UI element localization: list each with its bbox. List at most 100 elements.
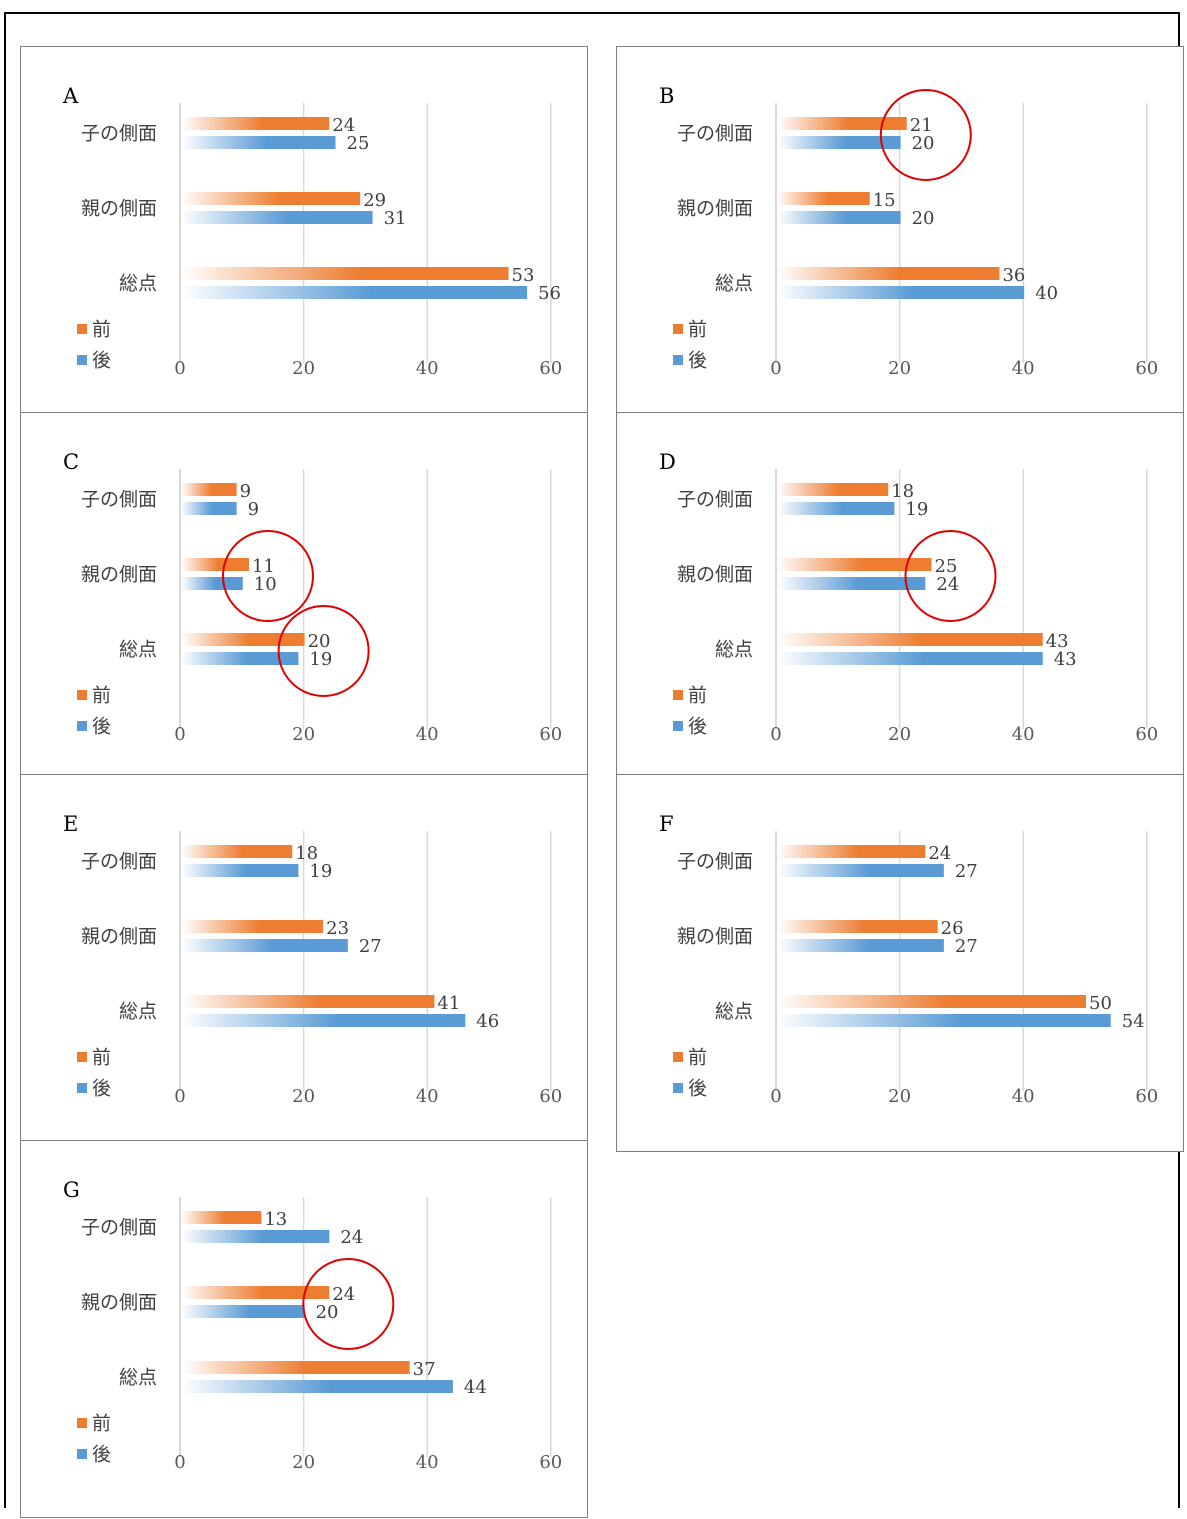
highlight-circle xyxy=(302,1258,395,1350)
x-tick-label: 0 xyxy=(174,1086,185,1107)
bar-after xyxy=(777,652,1043,665)
category-label: 子の側面 xyxy=(81,851,157,873)
x-tick-label: 20 xyxy=(888,1086,911,1107)
highlight-circle xyxy=(277,605,370,697)
bar-before xyxy=(777,995,1086,1008)
data-label-before: 43 xyxy=(1046,631,1069,652)
data-label-before: 29 xyxy=(363,190,386,211)
legend-label-before: 前 xyxy=(688,685,707,707)
chart-panel-d: D 0 20 40 60 子の側面 18 19 親の側面 25 24 総点 43 43 前後 xyxy=(616,412,1184,790)
category-label: 総点 xyxy=(715,639,753,661)
x-tick-label: 20 xyxy=(888,358,911,379)
legend-swatch-before xyxy=(673,1052,683,1062)
legend-swatch-after xyxy=(77,721,87,731)
legend-label-before: 前 xyxy=(92,1047,111,1069)
data-label-before: 9 xyxy=(240,481,251,502)
category-label: 子の側面 xyxy=(677,123,753,145)
chart-panel-a: A 0 20 40 60 子の側面 24 25 親の側面 29 31 総点 53 56 前後 xyxy=(20,46,588,424)
data-label-after: 20 xyxy=(912,208,935,229)
bar-after xyxy=(777,286,1025,299)
x-tick-label: 0 xyxy=(174,1452,185,1473)
bar-after xyxy=(181,502,237,515)
data-label-before: 13 xyxy=(264,1209,287,1230)
bar-after xyxy=(777,502,895,515)
category-label: 総点 xyxy=(715,1001,753,1023)
bar-before xyxy=(777,845,926,858)
category-label: 親の側面 xyxy=(81,1292,157,1314)
x-tick-label: 40 xyxy=(1012,358,1035,379)
x-tick-label: 40 xyxy=(416,724,439,745)
category-label: 総点 xyxy=(119,1001,157,1023)
legend-swatch-after xyxy=(673,355,683,365)
bar-before xyxy=(777,920,938,933)
category-label: 総点 xyxy=(715,273,753,295)
category-label: 子の側面 xyxy=(81,1217,157,1239)
x-tick-label: 40 xyxy=(1012,1086,1035,1107)
x-tick-label: 20 xyxy=(888,724,911,745)
legend-label-after: 後 xyxy=(688,1078,707,1100)
bar-before xyxy=(777,267,1000,280)
data-label-after: 31 xyxy=(384,208,407,229)
highlight-circle xyxy=(221,530,314,622)
data-label-before: 25 xyxy=(935,556,958,577)
legend-swatch-before xyxy=(77,1052,87,1062)
bar-after xyxy=(181,286,528,299)
category-label: 親の側面 xyxy=(677,198,753,220)
data-label-after: 40 xyxy=(1035,283,1058,304)
chart-title: B xyxy=(659,84,674,108)
chart-panel-g: G 0 20 40 60 子の側面 13 24 親の側面 24 20 総点 37 44 前後 xyxy=(20,1140,588,1518)
chart-title: E xyxy=(63,812,78,836)
x-tick-label: 0 xyxy=(174,724,185,745)
legend-label-before: 前 xyxy=(92,319,111,341)
legend-swatch-before xyxy=(673,690,683,700)
data-label-before: 11 xyxy=(252,556,275,577)
data-label-after: 24 xyxy=(936,574,959,595)
data-label-after: 27 xyxy=(955,936,978,957)
bar-before xyxy=(181,995,435,1008)
data-label-before: 20 xyxy=(308,631,331,652)
data-label-after: 19 xyxy=(309,861,332,882)
data-label-after: 9 xyxy=(248,499,259,520)
category-label: 親の側面 xyxy=(81,926,157,948)
category-label: 親の側面 xyxy=(81,564,157,586)
bar-after xyxy=(181,1014,466,1027)
bar-after xyxy=(777,864,944,877)
x-tick-label: 60 xyxy=(539,724,562,745)
bar-before xyxy=(181,1286,330,1299)
data-label-before: 24 xyxy=(928,843,951,864)
chart-panel-c: C 0 20 40 60 子の側面 9 9 親の側面 11 10 総点 20 19 前後 xyxy=(20,412,588,790)
legend-swatch-after xyxy=(77,1083,87,1093)
data-label-after: 46 xyxy=(476,1011,499,1032)
bar-after xyxy=(181,939,348,952)
legend-swatch-before xyxy=(77,324,87,334)
x-tick-label: 0 xyxy=(770,724,781,745)
bar-after xyxy=(181,1305,305,1318)
bar-after xyxy=(181,652,299,665)
bar-after xyxy=(181,136,336,149)
data-label-before: 18 xyxy=(891,481,914,502)
data-label-after: 56 xyxy=(538,283,561,304)
legend-swatch-before xyxy=(77,1418,87,1428)
x-tick-label: 20 xyxy=(292,1086,315,1107)
x-tick-label: 60 xyxy=(539,358,562,379)
data-label-before: 24 xyxy=(332,1284,355,1305)
category-label: 子の側面 xyxy=(677,489,753,511)
legend-swatch-before xyxy=(77,690,87,700)
data-label-before: 41 xyxy=(437,993,460,1014)
category-label: 子の側面 xyxy=(677,851,753,873)
data-label-before: 53 xyxy=(512,265,535,286)
bar-before xyxy=(777,558,932,571)
data-label-after: 19 xyxy=(309,649,332,670)
category-label: 親の側面 xyxy=(81,198,157,220)
bar-before xyxy=(181,267,509,280)
legend-label-after: 後 xyxy=(92,350,111,372)
legend-label-before: 前 xyxy=(92,1413,111,1435)
data-label-after: 24 xyxy=(340,1227,363,1248)
legend-swatch-before xyxy=(673,324,683,334)
